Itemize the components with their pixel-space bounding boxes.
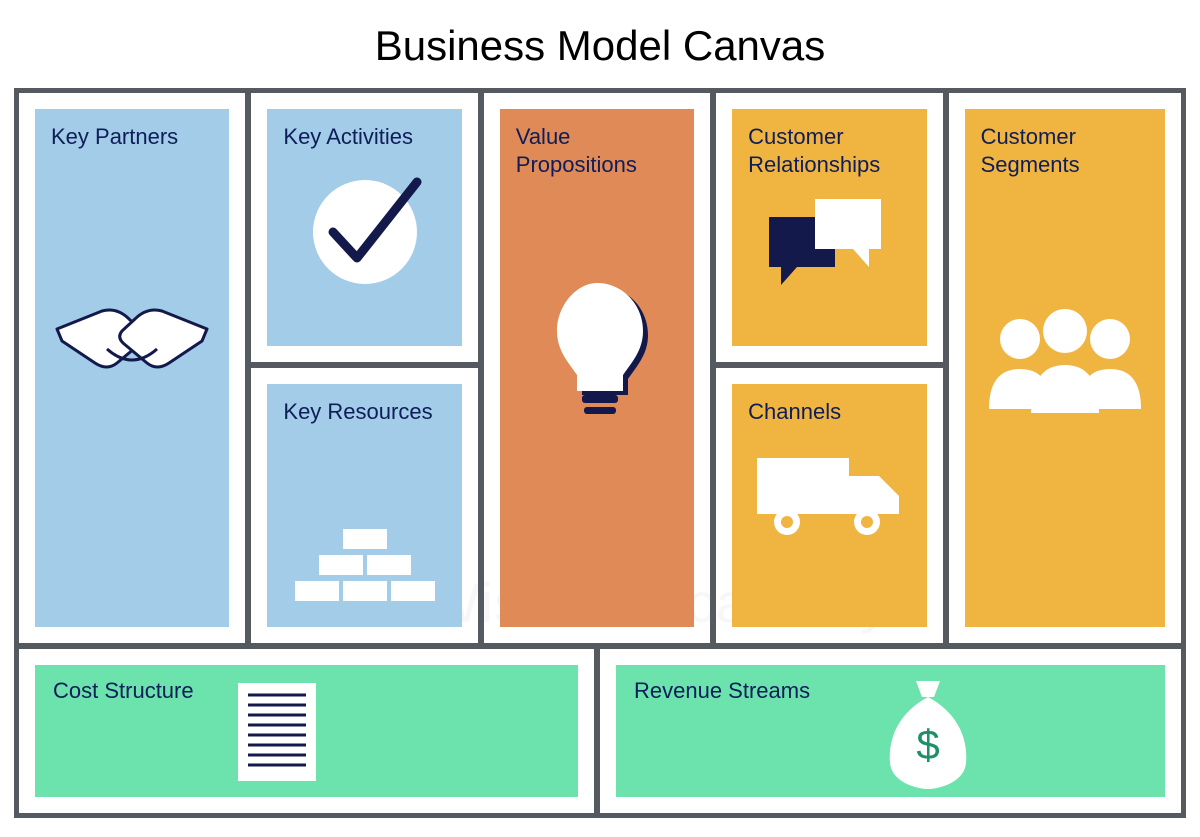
- svg-text:$: $: [916, 721, 939, 768]
- label-customer-segments: Customer Segments: [981, 123, 1149, 178]
- document-lines-icon: [232, 677, 322, 792]
- label-key-partners: Key Partners: [51, 123, 213, 151]
- handshake-icon: [35, 289, 229, 399]
- label-revenue-streams: Revenue Streams: [634, 677, 810, 705]
- tile-channels: Channels: [716, 368, 942, 643]
- canvas-bottom-row: Cost Structure: [19, 643, 1181, 813]
- tile-revenue-streams: Revenue Streams $: [600, 649, 1181, 813]
- label-key-resources: Key Resources: [283, 398, 445, 426]
- tile-customer-relationships: Customer Relationships: [716, 93, 942, 368]
- lightbulb-icon: [500, 279, 694, 429]
- label-customer-relationships: Customer Relationships: [748, 123, 910, 178]
- business-model-canvas: Key Partners: [14, 88, 1186, 818]
- truck-icon: [732, 440, 926, 550]
- tile-inner-key-partners: Key Partners: [35, 109, 229, 627]
- col-value-propositions: Value Propositions: [484, 93, 716, 643]
- label-key-activities: Key Activities: [283, 123, 445, 151]
- checkmark-circle-icon: [267, 154, 461, 294]
- tile-customer-segments: Customer Segments: [949, 93, 1181, 643]
- label-value-propositions: Value Propositions: [516, 123, 678, 178]
- col-relationships-channels: Customer Relationships: [716, 93, 948, 643]
- money-bag-icon: $: [878, 673, 978, 798]
- bricks-icon: [267, 515, 461, 615]
- people-group-icon: [965, 299, 1165, 429]
- canvas-top-row: Key Partners: [19, 93, 1181, 643]
- col-activities-resources: Key Activities Key Resources: [251, 93, 483, 643]
- tile-value-propositions: Value Propositions: [484, 93, 710, 643]
- label-cost-structure: Cost Structure: [53, 677, 194, 705]
- col-key-partners: Key Partners: [19, 93, 251, 643]
- col-customer-segments: Customer Segments: [949, 93, 1181, 643]
- chat-bubbles-icon: [732, 187, 926, 307]
- tile-key-partners: Key Partners: [19, 93, 245, 643]
- tile-key-activities: Key Activities: [251, 93, 477, 368]
- page-title: Business Model Canvas: [0, 0, 1200, 88]
- tile-key-resources: Key Resources: [251, 368, 477, 643]
- tile-cost-structure: Cost Structure: [19, 649, 600, 813]
- label-channels: Channels: [748, 398, 910, 426]
